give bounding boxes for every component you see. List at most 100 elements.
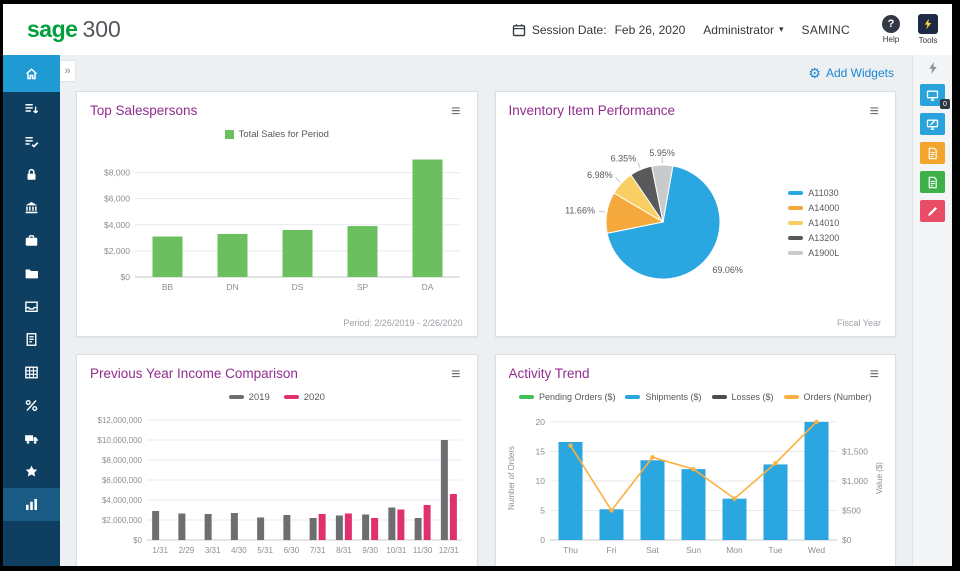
sage-brand-text: sage <box>27 16 78 42</box>
sidebar-item-shipping[interactable] <box>3 422 60 455</box>
bank-icon <box>25 202 38 214</box>
sage-logo: sage 300 <box>27 16 121 43</box>
svg-text:$500: $500 <box>842 505 861 515</box>
legend-item: 2020 <box>283 392 325 403</box>
sidebar-item-invoices[interactable] <box>3 323 60 356</box>
svg-text:15: 15 <box>535 446 545 456</box>
rail-item-reports[interactable] <box>920 171 945 193</box>
chevron-down-icon: ▾ <box>778 24 784 34</box>
sidebar-item-task-list[interactable] <box>3 125 60 158</box>
home-icon <box>25 68 38 80</box>
monitor-icon <box>926 90 939 101</box>
svg-text:Wed: Wed <box>807 545 825 555</box>
app-window: sage 300 Session Date: Feb 26, 2020 Admi… <box>3 4 952 566</box>
svg-text:Thu: Thu <box>563 545 578 555</box>
session-date-label: Session Date: <box>531 22 607 37</box>
company-code[interactable]: SAMINC <box>801 22 850 37</box>
help-label: Help <box>882 35 900 44</box>
rail-item-quick-tools[interactable] <box>926 61 940 75</box>
svg-text:$2,000: $2,000 <box>104 246 130 256</box>
svg-text:$1,000: $1,000 <box>842 476 868 486</box>
bar-chart-icon <box>26 499 37 510</box>
svg-text:10: 10 <box>535 476 545 486</box>
lock-icon <box>27 168 36 180</box>
grid-icon <box>25 366 38 379</box>
sidebar-item-export-list[interactable] <box>3 92 60 125</box>
svg-text:Sat: Sat <box>646 545 659 555</box>
sage-product-text: 300 <box>82 16 121 42</box>
widget-menu-button[interactable]: ≡ <box>448 103 463 121</box>
svg-text:6.35%: 6.35% <box>611 153 637 163</box>
app-header: sage 300 Session Date: Feb 26, 2020 Admi… <box>3 4 952 55</box>
legend-item: Losses ($) <box>711 392 774 402</box>
truck-icon <box>25 435 38 444</box>
bolt-icon <box>928 61 937 75</box>
legend-item: 2019 <box>228 392 270 403</box>
bar-chart: $0 $2,000 $4,000 $6,000 $8,000 BB DN DS SP DA <box>77 145 477 302</box>
svg-text:0: 0 <box>540 535 545 545</box>
svg-text:$10,000,000: $10,000,000 <box>98 436 143 445</box>
briefcase-icon <box>25 235 38 246</box>
session-date-control[interactable]: Session Date: Feb 26, 2020 <box>512 23 685 37</box>
panel-toggle[interactable]: » <box>60 60 76 82</box>
add-widgets-label: Add Widgets <box>825 66 894 80</box>
tools-button[interactable]: Tools <box>918 14 938 45</box>
widget-menu-button[interactable]: ≡ <box>867 366 882 384</box>
rail-item-notes[interactable] <box>920 142 945 164</box>
legend-item: A14010 <box>788 218 839 228</box>
widget-title: Previous Year Income Comparison <box>90 366 298 381</box>
tools-label: Tools <box>918 36 938 45</box>
svg-text:SP: SP <box>357 282 369 292</box>
combo-chart: 0 5 10 15 20 $0 $500 $1,000 $1,500 Number of Orde… <box>496 408 896 565</box>
rail-item-window-edit[interactable] <box>920 113 945 135</box>
add-widgets-button[interactable]: ⚙ Add Widgets <box>808 66 894 80</box>
sidebar-item-home[interactable] <box>3 55 60 92</box>
widget-menu-button[interactable]: ≡ <box>448 366 463 384</box>
sidebar-item-analytics[interactable] <box>3 488 60 521</box>
legend-marker <box>788 250 804 255</box>
legend-marker <box>625 395 641 399</box>
list-check-icon <box>25 137 39 148</box>
legend-item: A13200 <box>788 233 839 243</box>
sidebar-item-inbox[interactable] <box>3 290 60 323</box>
header-controls: Session Date: Feb 26, 2020 Administrator… <box>512 14 938 45</box>
legend-item: A14000 <box>788 203 839 213</box>
legend-item: Total Sales for Period <box>224 129 329 140</box>
question-icon: ? <box>882 15 900 33</box>
sidebar-item-ledger[interactable] <box>3 356 60 389</box>
svg-text:8/31: 8/31 <box>336 546 352 555</box>
widget-footnote: Fiscal Year <box>836 318 881 328</box>
svg-text:20: 20 <box>535 417 545 427</box>
rail-item-open-windows[interactable]: 0 <box>920 84 950 109</box>
svg-text:3/31: 3/31 <box>205 546 221 555</box>
svg-text:6/30: 6/30 <box>284 546 300 555</box>
star-icon <box>25 465 38 477</box>
svg-text:DN: DN <box>226 282 238 292</box>
document-icon <box>928 147 937 159</box>
svg-text:BB: BB <box>162 282 174 292</box>
widget-menu-button[interactable]: ≡ <box>867 103 882 121</box>
svg-text:Mon: Mon <box>726 545 743 555</box>
svg-text:6.98%: 6.98% <box>587 169 613 179</box>
legend-item: Shipments ($) <box>625 392 702 402</box>
legend-marker <box>711 395 727 399</box>
svg-text:$2,000,000: $2,000,000 <box>102 516 143 525</box>
legend-item: A11030 <box>788 188 839 198</box>
sidebar-item-favorites[interactable] <box>3 455 60 488</box>
svg-text:Number of Orders: Number of Orders <box>507 446 516 510</box>
svg-text:2/29: 2/29 <box>179 546 195 555</box>
sidebar-item-portfolio[interactable] <box>3 224 60 257</box>
user-menu[interactable]: Administrator ▾ <box>703 23 783 37</box>
widget-top-salespersons: Top Salespersons ≡ Total Sales for Perio… <box>76 91 478 337</box>
sidebar-item-documents[interactable] <box>3 257 60 290</box>
sidebar-item-tax[interactable] <box>3 389 60 422</box>
chart-legend: Total Sales for Period <box>77 123 477 145</box>
legend-marker <box>228 395 244 399</box>
help-button[interactable]: ? Help <box>882 15 900 44</box>
sidebar-item-security[interactable] <box>3 158 60 191</box>
sidebar-item-banking[interactable] <box>3 191 60 224</box>
widget-title: Inventory Item Performance <box>508 103 676 118</box>
svg-text:11.66%: 11.66% <box>565 205 595 215</box>
svg-text:$0: $0 <box>842 535 852 545</box>
rail-item-inquiry-edit[interactable] <box>920 200 945 222</box>
